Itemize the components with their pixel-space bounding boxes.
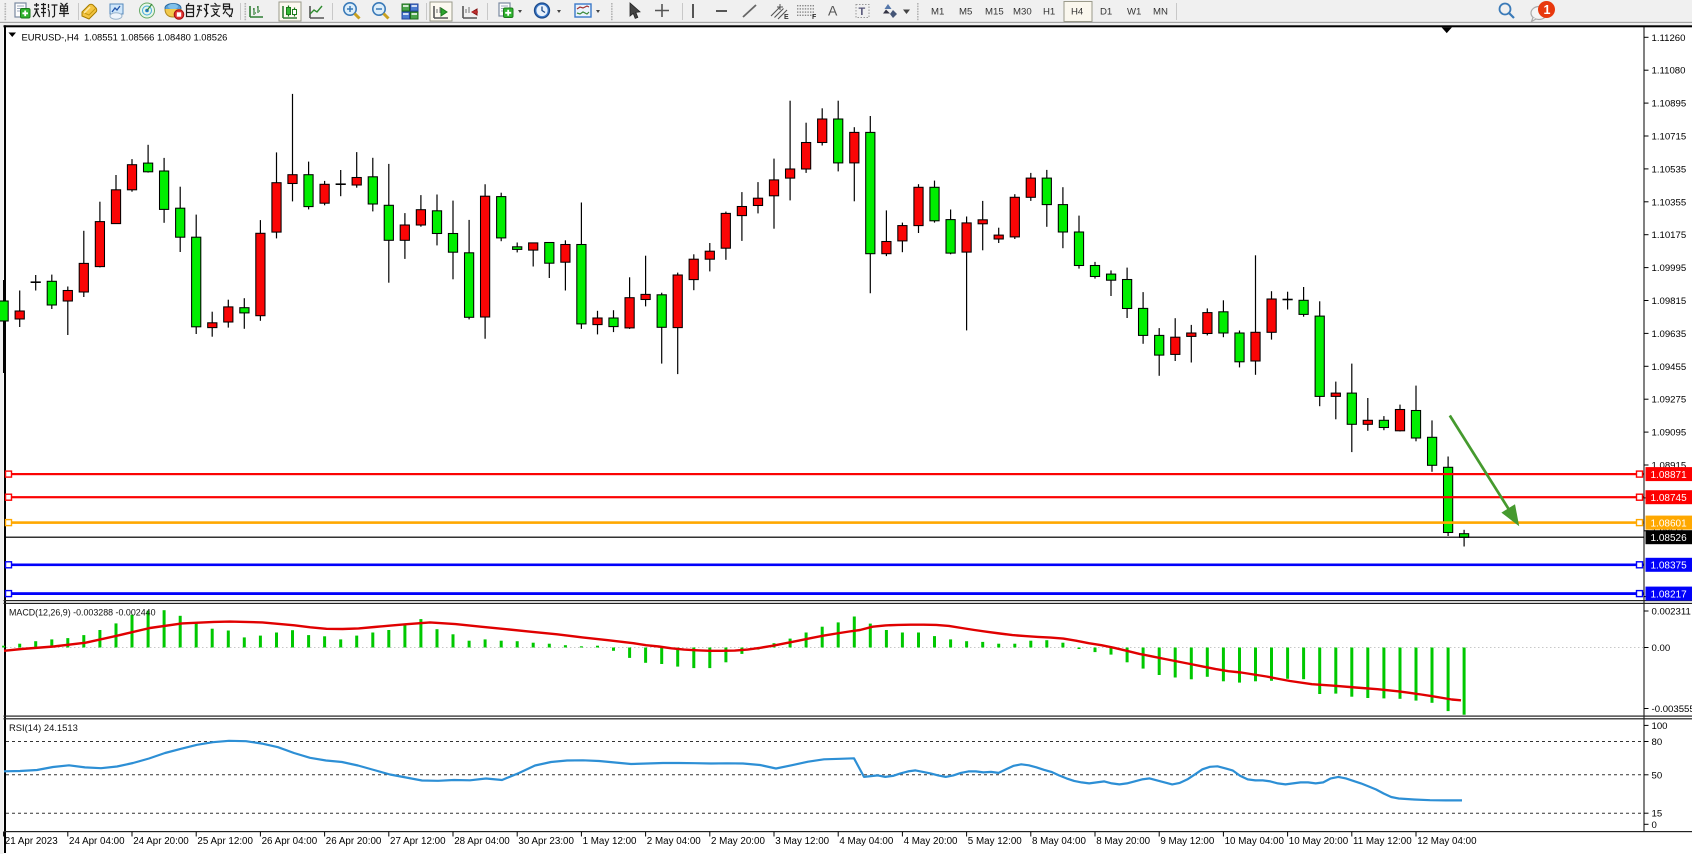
svg-text:24 Apr 20:00: 24 Apr 20:00 [133,836,189,847]
svg-text:1.10175: 1.10175 [1652,230,1687,241]
svg-text:1.11260: 1.11260 [1652,33,1686,44]
svg-text:1.09635: 1.09635 [1652,329,1687,340]
svg-text:1.08217: 1.08217 [1651,589,1688,600]
svg-text:D1: D1 [1100,7,1112,18]
svg-text:M15: M15 [985,7,1004,18]
svg-text:H1: H1 [1043,7,1055,18]
svg-text:9 May 12:00: 9 May 12:00 [1160,836,1214,847]
svg-text:1.09995: 1.09995 [1652,263,1687,274]
svg-text:11 May 12:00: 11 May 12:00 [1353,836,1412,847]
svg-text:F: F [812,14,817,21]
svg-text:1.10535: 1.10535 [1652,164,1687,175]
svg-text:1.10715: 1.10715 [1652,132,1687,143]
svg-text:2 May 04:00: 2 May 04:00 [647,836,701,847]
svg-text:1.09095: 1.09095 [1652,428,1687,439]
svg-text:M5: M5 [959,7,972,18]
svg-text:1.08745: 1.08745 [1651,493,1688,504]
svg-text:1.09455: 1.09455 [1652,362,1687,373]
svg-text:15: 15 [1652,809,1663,820]
svg-text:10 May 04:00: 10 May 04:00 [1225,836,1285,847]
svg-text:RSI(14) 24.1513: RSI(14) 24.1513 [9,722,78,733]
svg-text:EURUSD-,H4 1.08551 1.08566 1.: EURUSD-,H4 1.08551 1.08566 1.08480 1.085… [22,32,228,43]
svg-text:A: A [828,3,838,19]
svg-text:M30: M30 [1013,7,1032,18]
svg-text:3 May 12:00: 3 May 12:00 [775,836,829,847]
svg-text:M1: M1 [931,7,944,18]
svg-text:1: 1 [1544,3,1551,17]
svg-text:1 May 12:00: 1 May 12:00 [583,836,637,847]
svg-text:1.10355: 1.10355 [1652,197,1687,208]
svg-text:1.09275: 1.09275 [1652,395,1687,406]
svg-text:26 Apr 04:00: 26 Apr 04:00 [262,836,318,847]
svg-text:8 May 20:00: 8 May 20:00 [1096,836,1150,847]
svg-text:1.08915: 1.08915 [1652,461,1687,472]
svg-text:1.08601: 1.08601 [1651,518,1688,529]
svg-text:1.08375: 1.08375 [1651,561,1688,572]
svg-text:MACD(12,26,9) -0.003288 -0.002: MACD(12,26,9) -0.003288 -0.002440 [9,608,156,618]
svg-text:-0.003555: -0.003555 [1652,704,1692,715]
svg-text:30 Apr 23:00: 30 Apr 23:00 [518,836,574,847]
svg-text:5 May 12:00: 5 May 12:00 [968,836,1022,847]
svg-text:T: T [859,6,866,18]
svg-text:4 May 04:00: 4 May 04:00 [839,836,893,847]
svg-text:4 May 20:00: 4 May 20:00 [904,836,958,847]
svg-text:2 May 20:00: 2 May 20:00 [711,836,765,847]
svg-text:1.09815: 1.09815 [1652,296,1687,307]
svg-text:E: E [784,14,789,21]
svg-text:0.00: 0.00 [1652,643,1671,654]
svg-text:0: 0 [1652,820,1657,831]
svg-text:8 May 04:00: 8 May 04:00 [1032,836,1086,847]
svg-text:100: 100 [1652,721,1668,732]
svg-text:1.08526: 1.08526 [1651,533,1688,544]
svg-text:80: 80 [1652,737,1663,748]
svg-text:28 Apr 04:00: 28 Apr 04:00 [454,836,510,847]
svg-text:12 May 04:00: 12 May 04:00 [1417,836,1477,847]
svg-text:0.002311: 0.002311 [1652,607,1691,618]
svg-text:21 Apr 2023: 21 Apr 2023 [5,836,58,847]
svg-text:MN: MN [1153,7,1168,18]
svg-text:1.11080: 1.11080 [1652,66,1686,77]
svg-text:1.08871: 1.08871 [1651,470,1688,481]
svg-text:50: 50 [1652,770,1663,781]
svg-text:26 Apr 20:00: 26 Apr 20:00 [326,836,382,847]
svg-text:10 May 20:00: 10 May 20:00 [1289,836,1349,847]
svg-text:W1: W1 [1127,7,1141,18]
svg-text:H4: H4 [1071,7,1084,18]
svg-text:1.10895: 1.10895 [1652,99,1687,110]
svg-text:25 Apr 12:00: 25 Apr 12:00 [197,836,253,847]
svg-text:27 Apr 12:00: 27 Apr 12:00 [390,836,446,847]
svg-text:24 Apr 04:00: 24 Apr 04:00 [69,836,125,847]
